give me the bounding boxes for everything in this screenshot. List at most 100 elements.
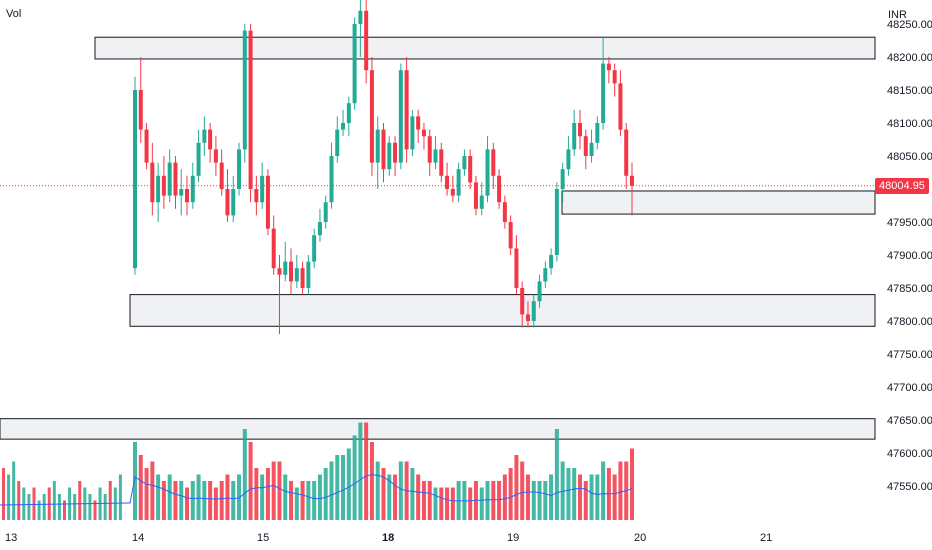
candle-body <box>450 189 455 196</box>
candle-body <box>433 149 438 163</box>
candle-body <box>190 175 195 203</box>
volume-bar <box>589 474 594 520</box>
volume-bar <box>17 481 21 520</box>
price-axis[interactable]: 48250.00 48200.00 48150.00 48100.00 48050.00… <box>887 19 932 493</box>
candle-body <box>289 261 294 282</box>
candle-body <box>462 156 467 170</box>
candle-body <box>161 175 166 196</box>
candle-body <box>231 189 236 216</box>
volume-bar <box>208 481 213 520</box>
candle-body <box>213 149 218 163</box>
volume-bar <box>113 487 117 520</box>
zones-layer <box>0 36 876 440</box>
volume-bar <box>196 474 201 520</box>
volume-bar <box>554 429 559 520</box>
volume-bar <box>63 500 66 520</box>
candle-body <box>491 149 496 176</box>
volume-bar <box>2 468 5 520</box>
candle-body <box>456 169 461 196</box>
candle-body <box>606 63 611 71</box>
candle-body <box>601 63 606 123</box>
volume-bar <box>543 481 548 520</box>
volume-bar <box>346 448 351 520</box>
volume-bar <box>260 474 265 520</box>
price-tick-label: 47550.00 <box>887 481 932 493</box>
volume-bar <box>416 474 421 520</box>
candles-layer <box>133 0 634 335</box>
volume-bar <box>439 487 444 520</box>
time-tick-label: 18 <box>382 532 394 544</box>
volume-bar <box>537 481 542 520</box>
volume-bar <box>237 474 242 520</box>
candle-body <box>595 123 600 143</box>
volume-bar <box>138 455 143 520</box>
time-tick-label: 20 <box>634 532 646 544</box>
candle-body <box>265 175 270 229</box>
volume-bar <box>468 487 473 520</box>
candle-body <box>173 162 178 196</box>
volume-bar <box>150 461 155 520</box>
volume-bar <box>242 429 247 520</box>
volume-bar <box>445 487 450 520</box>
time-tick-label: 21 <box>760 532 772 544</box>
price-tick-label: 47650.00 <box>887 415 932 427</box>
candle-body <box>167 162 172 196</box>
candle-body <box>497 175 502 203</box>
candle-body <box>502 202 507 222</box>
volume-bar <box>566 468 571 520</box>
volume-bar <box>225 474 230 520</box>
volume-bar <box>88 494 92 520</box>
volume-bar <box>133 442 137 520</box>
candle-body <box>560 169 565 189</box>
candle-body <box>202 129 207 143</box>
volume-bar <box>364 422 369 520</box>
candle-body <box>537 281 542 302</box>
price-tick-label: 47700.00 <box>887 382 932 394</box>
candle-body <box>156 175 161 203</box>
volume-bar <box>93 500 97 520</box>
volume-bar <box>283 474 288 520</box>
volume-bar <box>583 481 588 520</box>
candle-body <box>485 149 490 196</box>
candle-body <box>421 129 426 137</box>
price-zone-3 <box>129 294 876 327</box>
candle-body <box>358 10 363 24</box>
volume-bar <box>167 474 172 520</box>
candle-body <box>566 149 571 170</box>
currency-label[interactable]: INR <box>888 9 907 21</box>
volume-bar <box>387 474 392 520</box>
volume-moving-average-line <box>0 474 633 506</box>
price-tick-label: 47850.00 <box>887 283 932 295</box>
volume-bar <box>433 487 438 520</box>
volume-bar <box>421 481 426 520</box>
volume-bar <box>410 468 415 520</box>
volume-bar <box>73 494 77 520</box>
time-tick-label: 15 <box>257 532 269 544</box>
candle-body <box>520 288 525 315</box>
candle-body <box>445 175 450 189</box>
candle-body <box>364 10 369 71</box>
price-tick-label: 48250.00 <box>887 19 932 31</box>
price-tick-label: 48200.00 <box>887 52 932 64</box>
current-price-tag: 48004.95 <box>875 177 929 194</box>
candle-body <box>346 103 351 123</box>
candle-body <box>543 268 548 282</box>
candle-body <box>317 222 322 236</box>
volume-bar <box>294 487 299 520</box>
candle-body <box>283 261 288 275</box>
time-tick-label: 19 <box>507 532 519 544</box>
time-axis[interactable]: 13 14 15 18 19 20 21 <box>5 532 772 544</box>
volume-bar <box>185 487 190 520</box>
candle-body <box>208 129 213 150</box>
time-tick-label: 13 <box>5 532 17 544</box>
volume-bar <box>12 461 16 520</box>
volume-bar <box>265 468 270 520</box>
price-zone-2 <box>561 190 876 215</box>
price-zone-1 <box>94 36 876 60</box>
candle-body <box>404 70 409 150</box>
candle-body <box>612 70 617 84</box>
candle-body <box>630 175 634 186</box>
volume-bar <box>248 442 253 520</box>
candle-body <box>508 222 513 249</box>
